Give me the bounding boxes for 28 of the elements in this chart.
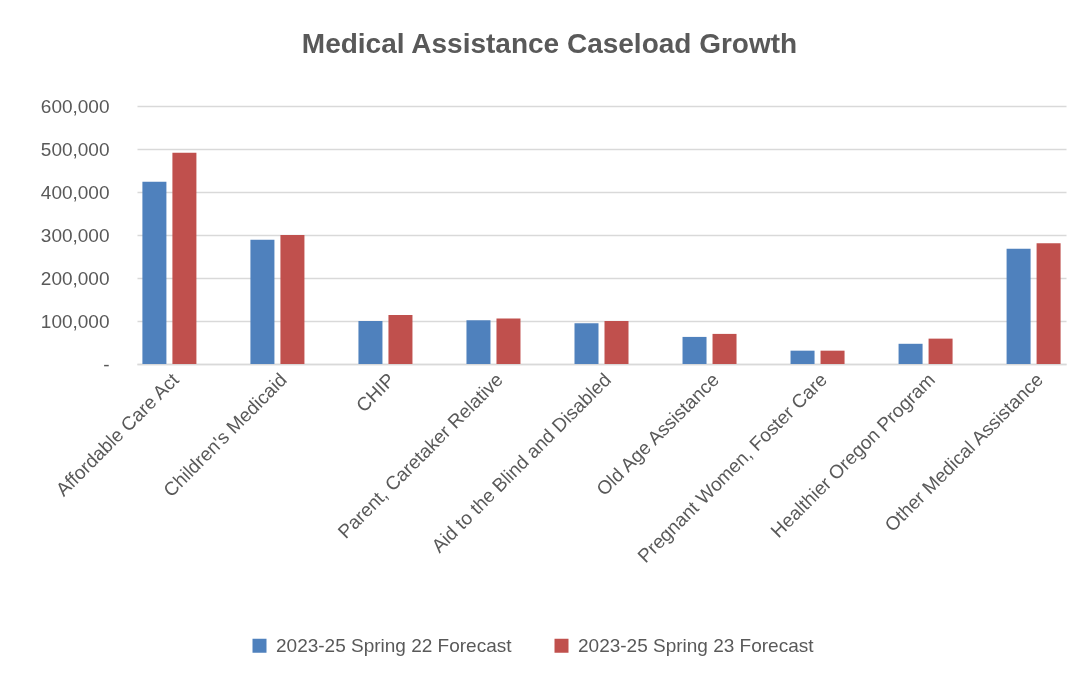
y-tick-label: -	[103, 353, 110, 375]
bar	[388, 314, 413, 364]
bar	[682, 336, 707, 364]
y-tick-label: 600,000	[40, 95, 110, 117]
bar	[820, 350, 845, 364]
bar	[1006, 248, 1031, 364]
y-tick-label: 400,000	[40, 181, 110, 203]
legend-label: 2023-25 Spring 23 Forecast	[578, 634, 815, 656]
bar	[358, 321, 383, 364]
bar	[172, 152, 197, 364]
bar	[496, 318, 521, 364]
legend-label: 2023-25 Spring 22 Forecast	[276, 634, 513, 656]
y-tick-label: 500,000	[40, 138, 110, 160]
y-tick-label: 300,000	[40, 224, 110, 246]
bar	[466, 320, 491, 364]
bar	[142, 181, 167, 364]
y-tick-label: 200,000	[40, 267, 110, 289]
chart-title: Medical Assistance Caseload Growth	[301, 28, 798, 59]
bar	[1036, 243, 1061, 364]
bar	[250, 239, 275, 364]
bar	[280, 235, 305, 364]
bar	[898, 343, 923, 364]
bar	[712, 333, 737, 364]
bar	[574, 323, 599, 364]
bar	[790, 350, 815, 364]
bar	[604, 321, 629, 364]
y-tick-label: 100,000	[40, 310, 110, 332]
bar	[928, 338, 953, 364]
